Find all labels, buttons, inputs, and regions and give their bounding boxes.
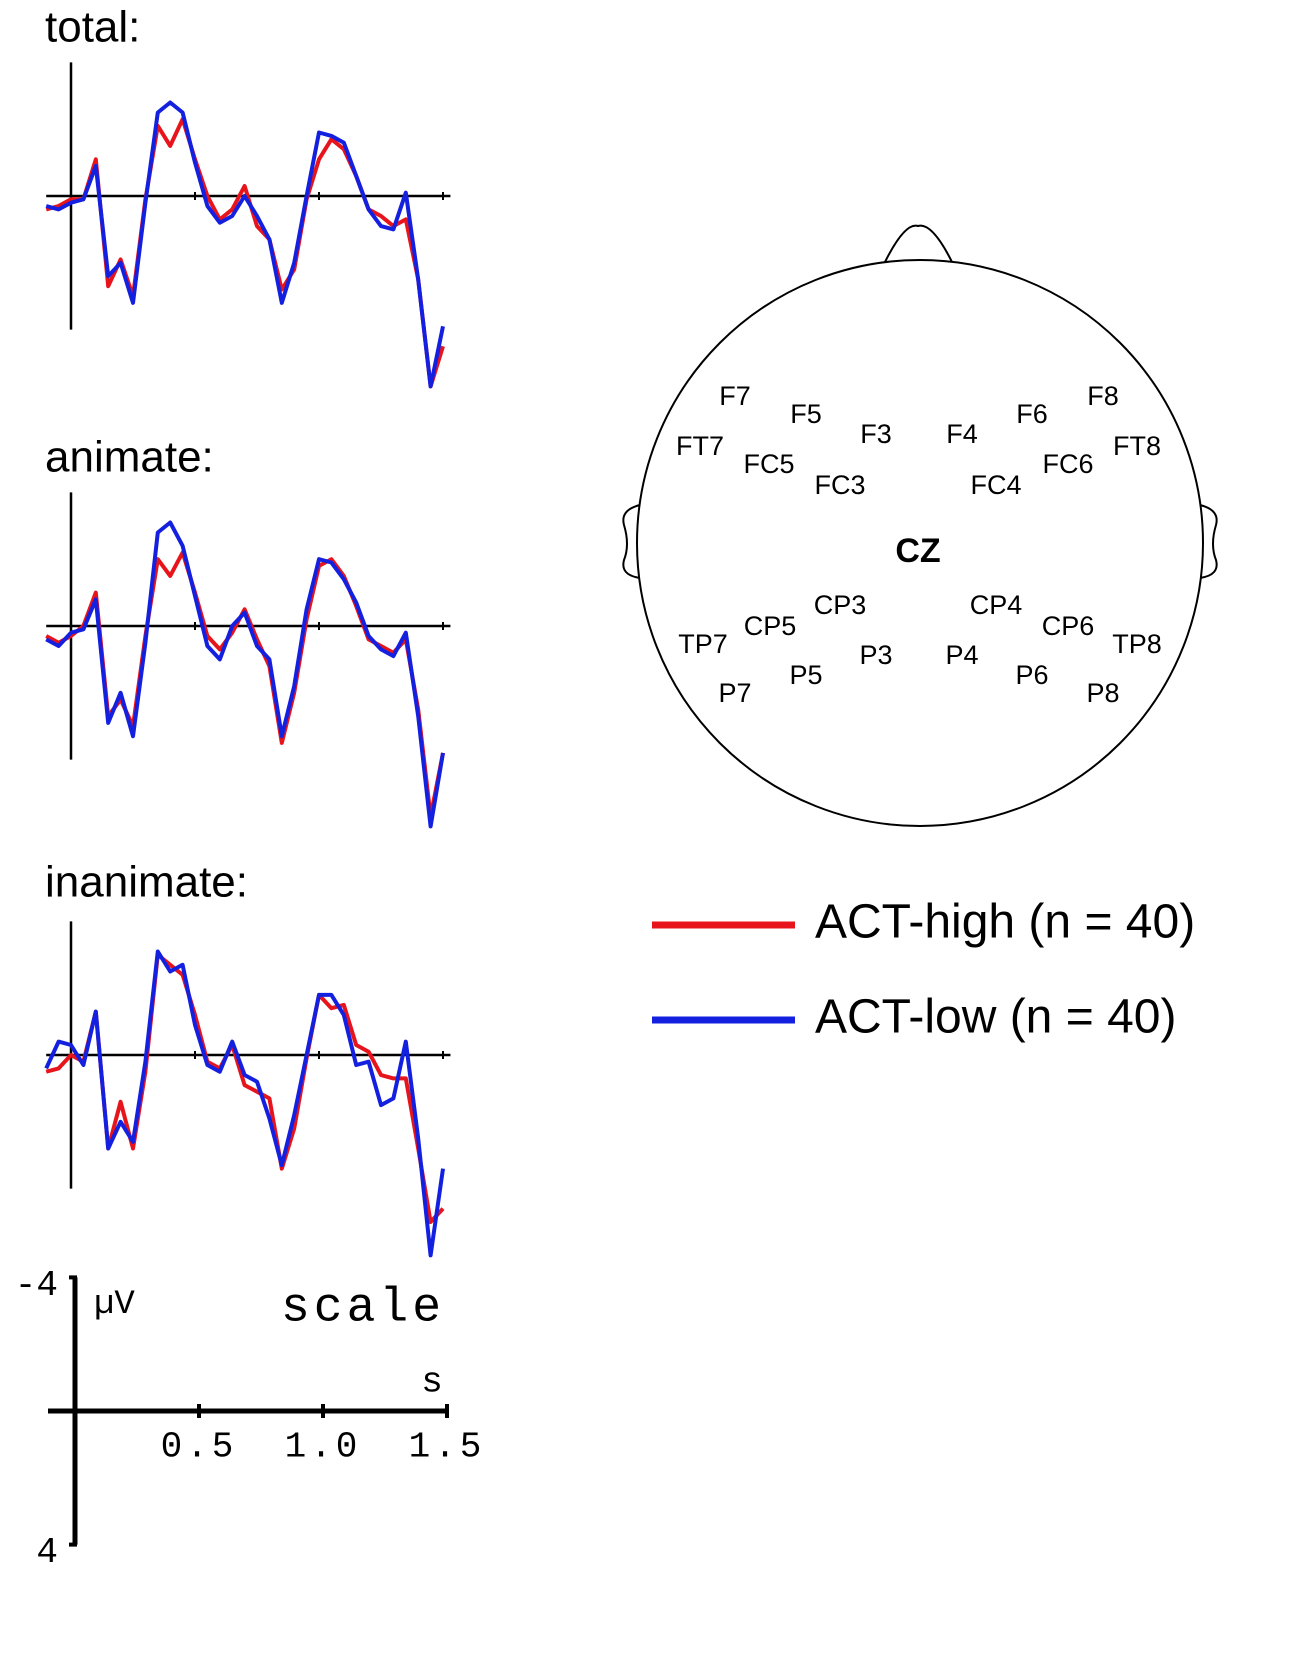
- panel-title: inanimate:: [45, 858, 248, 907]
- electrode-label: F5: [790, 399, 822, 429]
- electrode-label: FC5: [743, 449, 794, 479]
- series-line: [45, 100, 445, 389]
- nose: [883, 224, 954, 263]
- electrode-label: F4: [946, 419, 978, 449]
- head-outline: [636, 259, 1204, 827]
- electrode-label: TP8: [1112, 629, 1162, 659]
- series-line: [45, 952, 445, 1224]
- electrode-label: P8: [1086, 678, 1119, 708]
- electrode-label: FC6: [1042, 449, 1093, 479]
- electrode-label: P5: [789, 660, 822, 690]
- right-ear: [1199, 503, 1218, 580]
- electrode-label: CP5: [744, 611, 797, 641]
- series-line: [45, 520, 445, 829]
- legend-label: ACT-high (n = 40): [815, 896, 1195, 949]
- electrode-label: P4: [945, 640, 978, 670]
- electrode-label: CP3: [814, 590, 867, 620]
- y-unit: µV: [94, 1286, 135, 1324]
- legend-label: ACT-low (n = 40): [815, 991, 1176, 1044]
- electrode-label: FC4: [970, 470, 1021, 500]
- head: [622, 224, 1218, 827]
- left-ear: [622, 503, 641, 580]
- series-line: [44, 949, 445, 1258]
- electrode-label: F6: [1016, 399, 1048, 429]
- x-unit: s: [421, 1362, 443, 1403]
- series-line: [45, 117, 445, 389]
- electrode-label: P3: [859, 640, 892, 670]
- panel-title: total:: [45, 3, 140, 52]
- x-tick-label: 1.0: [285, 1427, 362, 1468]
- x-tick-label: 0.5: [161, 1427, 238, 1468]
- electrode-label: F7: [719, 381, 751, 411]
- electrode-label: F8: [1087, 381, 1119, 411]
- electrode-label: CZ: [895, 532, 940, 570]
- scale-title: scale: [281, 1282, 445, 1336]
- electrode-label: TP7: [678, 629, 728, 659]
- x-tick-label: 1.5: [409, 1427, 486, 1468]
- y-tick-label: 4: [36, 1532, 58, 1573]
- electrode-label: F3: [860, 419, 892, 449]
- electrode-label: FT8: [1113, 431, 1161, 461]
- electrode-label: CP4: [970, 590, 1023, 620]
- electrode-label: P6: [1015, 660, 1048, 690]
- electrode-label: P7: [718, 678, 751, 708]
- electrode-label: FT7: [676, 431, 724, 461]
- electrode-label: CP6: [1042, 611, 1095, 641]
- panel-title: animate:: [45, 433, 214, 482]
- y-tick-label: -4: [15, 1265, 58, 1306]
- electrode-label: FC3: [814, 470, 865, 500]
